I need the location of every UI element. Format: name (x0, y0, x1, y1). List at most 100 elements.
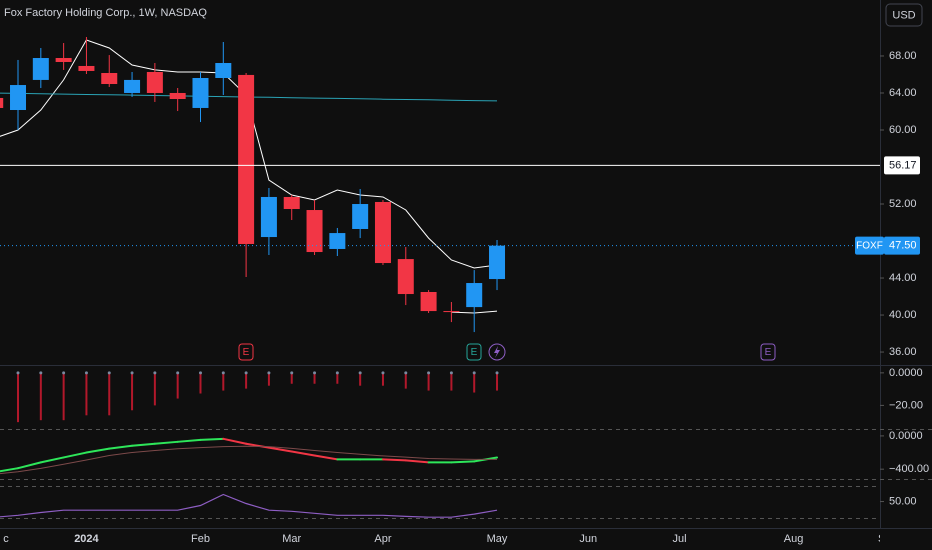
axes: 68.00 64.00 60.00 52.00 44.00 40.00 36.00 56.17… (855, 50, 929, 507)
y-tick-label: 44.00 (889, 272, 917, 284)
bar (153, 372, 156, 406)
x-tick-label: Jul (672, 533, 686, 545)
y-tick-label: 52.00 (889, 198, 917, 210)
bar (496, 372, 499, 391)
candle-body (192, 77, 209, 108)
y-tick-label: −20.00 (889, 399, 923, 411)
bar-cap (84, 371, 88, 375)
bar (267, 372, 270, 386)
candle-body (489, 245, 506, 280)
bar-cap (381, 371, 385, 375)
bar-cap (358, 371, 362, 375)
candle-body (374, 201, 391, 264)
bar-cap (290, 371, 294, 375)
bar (473, 372, 476, 393)
indicator-line (0, 445, 497, 475)
x-tick-label: Aug (784, 533, 804, 545)
candle-body (124, 79, 141, 93)
x-tick-label: May (487, 533, 508, 545)
x-tick-label: Mar (282, 533, 301, 545)
plot-area: c 2024 Feb Mar Apr May Jun Jul Aug Se E E E (0, 37, 880, 545)
currency-button[interactable] (885, 3, 923, 27)
candle-body (306, 210, 323, 253)
event-label: E (765, 347, 772, 358)
bar-cap (449, 371, 453, 375)
y-tick-label: 50.00 (889, 495, 917, 507)
indicator-line (290, 450, 316, 457)
price-line-tag (884, 156, 920, 175)
candle-body (101, 73, 118, 85)
candle-body (10, 85, 27, 111)
indicator-line (62, 451, 88, 459)
bar (39, 372, 42, 421)
candle-body (420, 292, 437, 312)
symbol-label: FOXF (856, 240, 883, 251)
bar (359, 372, 362, 386)
bar-cap (130, 371, 134, 375)
bar (176, 372, 179, 399)
symbol-tag (855, 236, 884, 255)
bar-cap (176, 371, 180, 375)
bar (85, 372, 88, 416)
x-tick-label: Apr (374, 533, 391, 545)
indicator-line (450, 460, 476, 464)
candle-body (329, 233, 346, 249)
event-marker (760, 343, 776, 361)
event-label: E (243, 347, 250, 358)
bar-cap (495, 371, 499, 375)
x-tick-label: c (3, 533, 9, 545)
bar-cap (107, 371, 111, 375)
y-tick-label: 0.0000 (889, 367, 923, 379)
chart-title: Fox Factory Holding Corp., 1W, NASDAQ (4, 7, 207, 19)
candle-body (397, 259, 414, 295)
candle-body (78, 65, 95, 71)
indicator-line (39, 456, 65, 464)
candle-body (238, 74, 255, 244)
bar-cap (335, 371, 339, 375)
candle-body (0, 97, 4, 108)
indicator-line (153, 440, 179, 445)
candle-body (215, 63, 232, 78)
bar-cap (16, 371, 20, 375)
event-marker (466, 343, 482, 361)
candle-body (352, 204, 369, 229)
price-line-label: 56.17 (889, 159, 917, 171)
bar (381, 372, 384, 386)
bar-cap (404, 371, 408, 375)
indicator-line (85, 447, 111, 454)
indicator-line (199, 437, 225, 441)
indicator-line (222, 437, 248, 445)
event-marker (238, 343, 254, 361)
y-tick-label: 68.00 (889, 50, 917, 62)
bar (313, 372, 316, 384)
candle-body (169, 92, 186, 99)
candle-body (443, 311, 460, 313)
bar (108, 372, 111, 416)
bar (222, 372, 225, 391)
bar-cap (313, 371, 317, 375)
bar (450, 372, 453, 391)
y-tick-label: −400.00 (889, 463, 929, 475)
bar-cap (427, 371, 431, 375)
event-label: E (471, 347, 478, 358)
indicator-line (108, 444, 134, 450)
bar-cap (62, 371, 66, 375)
bar (290, 372, 293, 384)
x-tick-label: Jun (579, 533, 597, 545)
indicator-line (267, 446, 293, 453)
bar (404, 372, 407, 389)
candle-body (146, 71, 163, 93)
bar-cap (39, 371, 43, 375)
x-tick-label: 2024 (74, 533, 99, 545)
last-price-label: 47.50 (889, 240, 917, 252)
candle-body (466, 283, 483, 308)
y-tick-label: 60.00 (889, 124, 917, 136)
lightning-icon (494, 346, 500, 358)
bar (336, 372, 339, 384)
indicator-line (131, 442, 156, 447)
indicator-line (17, 461, 42, 470)
currency-label[interactable]: USD (892, 9, 915, 21)
bar-cap (472, 371, 476, 375)
candle-body (55, 58, 72, 62)
